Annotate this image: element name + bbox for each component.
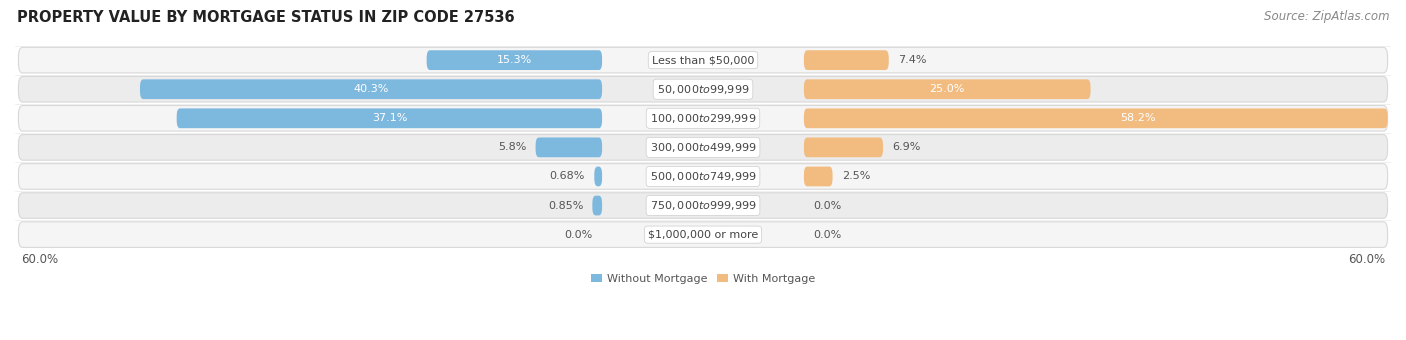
Text: 2.5%: 2.5% [842,171,870,182]
Text: 7.4%: 7.4% [898,55,927,65]
FancyBboxPatch shape [18,222,1388,248]
FancyBboxPatch shape [18,105,1388,131]
FancyBboxPatch shape [18,193,1388,218]
Text: 0.68%: 0.68% [550,171,585,182]
Text: Source: ZipAtlas.com: Source: ZipAtlas.com [1264,10,1389,23]
Legend: Without Mortgage, With Mortgage: Without Mortgage, With Mortgage [586,270,820,288]
Text: 0.85%: 0.85% [548,201,583,210]
FancyBboxPatch shape [141,79,602,99]
FancyBboxPatch shape [536,137,602,157]
Text: $750,000 to $999,999: $750,000 to $999,999 [650,199,756,212]
Text: PROPERTY VALUE BY MORTGAGE STATUS IN ZIP CODE 27536: PROPERTY VALUE BY MORTGAGE STATUS IN ZIP… [17,10,515,25]
Text: $50,000 to $99,999: $50,000 to $99,999 [657,83,749,96]
Text: 37.1%: 37.1% [371,113,408,123]
FancyBboxPatch shape [804,167,832,186]
Text: 60.0%: 60.0% [21,253,58,266]
Text: 15.3%: 15.3% [496,55,531,65]
Text: 60.0%: 60.0% [1348,253,1385,266]
Text: 0.0%: 0.0% [813,230,841,240]
FancyBboxPatch shape [18,47,1388,73]
Text: 0.0%: 0.0% [565,230,593,240]
Text: 5.8%: 5.8% [498,142,526,152]
FancyBboxPatch shape [592,195,602,216]
Text: 6.9%: 6.9% [893,142,921,152]
FancyBboxPatch shape [804,108,1388,128]
Text: 58.2%: 58.2% [1119,113,1156,123]
FancyBboxPatch shape [177,108,602,128]
Text: $1,000,000 or more: $1,000,000 or more [648,230,758,240]
FancyBboxPatch shape [804,137,883,157]
Text: 40.3%: 40.3% [353,84,388,94]
Text: $100,000 to $299,999: $100,000 to $299,999 [650,112,756,125]
Text: Less than $50,000: Less than $50,000 [652,55,754,65]
Text: $300,000 to $499,999: $300,000 to $499,999 [650,141,756,154]
FancyBboxPatch shape [426,50,602,70]
FancyBboxPatch shape [18,135,1388,160]
FancyBboxPatch shape [18,76,1388,102]
Text: 25.0%: 25.0% [929,84,965,94]
FancyBboxPatch shape [595,167,602,186]
Text: 0.0%: 0.0% [813,201,841,210]
FancyBboxPatch shape [18,164,1388,189]
Text: $500,000 to $749,999: $500,000 to $749,999 [650,170,756,183]
FancyBboxPatch shape [804,50,889,70]
FancyBboxPatch shape [804,79,1091,99]
